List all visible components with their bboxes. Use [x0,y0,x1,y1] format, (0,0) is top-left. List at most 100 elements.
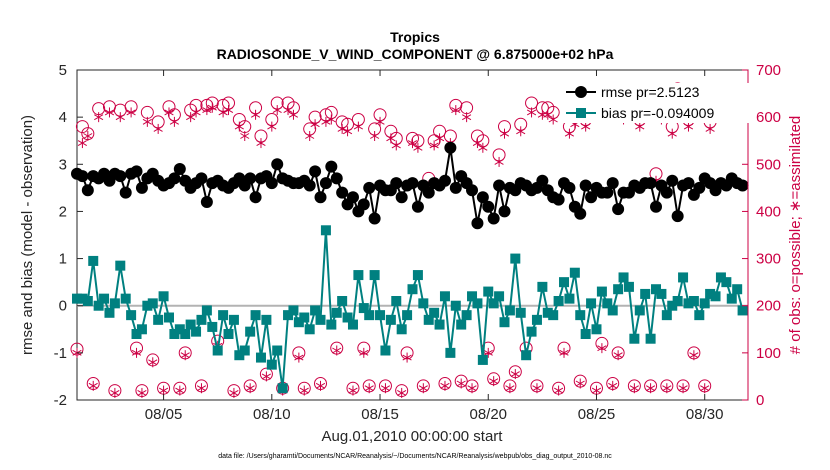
obs-assimilated-point [175,385,185,396]
asterisk-stroke [77,140,88,147]
bias-point [147,298,158,309]
asterisk-stroke [667,130,677,137]
asterisk-stroke [559,349,569,356]
asterisk-stroke [397,389,407,396]
obs-assimilated-point [705,123,715,134]
obs-assimilated-point [472,138,483,149]
obs-assimilated-point [240,131,250,141]
bias-point [72,293,82,304]
asterisk-stroke [456,380,466,387]
rmse-point [336,186,349,199]
bias-point [126,310,137,321]
bias-point [234,350,245,361]
rmse-point [325,160,338,173]
obs-assimilated-point [597,343,607,354]
obs-assimilated-point [380,383,391,394]
bias-point [380,345,391,356]
bias-point [515,307,526,318]
bias-point [82,296,93,306]
bias-point [472,298,483,309]
bias-point [661,310,672,321]
rmse-point [330,172,343,185]
asterisk-stroke [608,382,618,389]
bias-point [580,329,591,339]
obs-assimilated-point [462,112,472,123]
y-tick-label: 3 [59,156,67,173]
asterisk-stroke [196,385,207,392]
legend-bias-marker [576,108,586,118]
legend: rmse pr=2.5123 bias pr=-0.094009 [560,83,750,123]
obs-assimilated-point [88,380,98,391]
bias-point [412,270,423,281]
asterisk-stroke [451,107,461,114]
obs-assimilated-point [261,371,271,382]
asterisk-stroke [391,142,401,149]
bias-point [721,277,732,288]
asterisk-stroke [348,387,358,394]
obs-assimilated-point [532,383,542,394]
asterisk-stroke [662,385,672,392]
obs-assimilated-point [218,107,228,118]
obs-assimilated-point [148,357,158,368]
obs-assimilated-point [359,347,369,358]
obs-assimilated-point [202,105,212,116]
asterisk-stroke [191,109,201,116]
asterisk-stroke [499,130,510,137]
bias-point [596,286,607,297]
obs-assimilated-point [499,128,510,139]
rmse-point [390,177,403,190]
bias-point [255,352,266,363]
y-tick-label-right: 700 [756,62,781,79]
bias-point [99,293,110,304]
asterisk-stroke [234,123,244,130]
rmse-point [660,186,673,199]
asterisk-stroke [229,389,239,396]
bias-point [553,296,564,306]
obs-assimilated-point [196,383,207,394]
y-tick-label-right: 300 [756,251,781,268]
asterisk-stroke [575,380,585,387]
rmse-point [671,210,684,223]
series-layer [71,141,749,394]
rmse-point [471,217,484,230]
asterisk-stroke [272,107,282,114]
obs-assimilated-point [142,116,152,127]
rmse-point [314,191,327,204]
bias-point [504,305,515,316]
bias-point [499,317,510,328]
x-tick-label: 08/25 [578,406,616,423]
rmse-point [493,179,506,192]
asterisk-stroke [705,125,715,132]
asterisk-stroke [240,133,250,139]
obs-assimilated-point [191,107,201,118]
obs-assimilated-point [342,126,353,137]
asterisk-stroke [413,144,423,151]
bias-point [602,298,613,309]
bias-point [218,310,229,321]
y-tick-label: 4 [59,109,67,126]
rmse-point [682,177,695,190]
bias-point [223,329,234,339]
rmse-point [76,170,89,183]
bias-point [396,324,407,335]
obs-assimilated-point [267,121,277,132]
bias-point [537,281,548,292]
bias-point [391,296,402,306]
y-tick-label: 1 [59,251,67,268]
asterisk-stroke [629,385,639,392]
asterisk-stroke [526,109,537,116]
asterisk-stroke [283,107,293,114]
bias-point [672,296,683,306]
rmse-point [114,170,127,183]
obs-assimilated-point [223,105,234,116]
bias-point [445,347,456,358]
asterisk-stroke [131,349,142,356]
asterisk-stroke [315,382,326,389]
rmse-point [309,165,322,178]
asterisk-stroke [142,118,152,125]
rmse-point [476,191,489,204]
rmse-point [498,205,511,218]
y-tick-label-right: 400 [756,203,781,220]
y-tick-label-right: 500 [756,156,781,173]
asterisk-stroke [342,128,353,135]
